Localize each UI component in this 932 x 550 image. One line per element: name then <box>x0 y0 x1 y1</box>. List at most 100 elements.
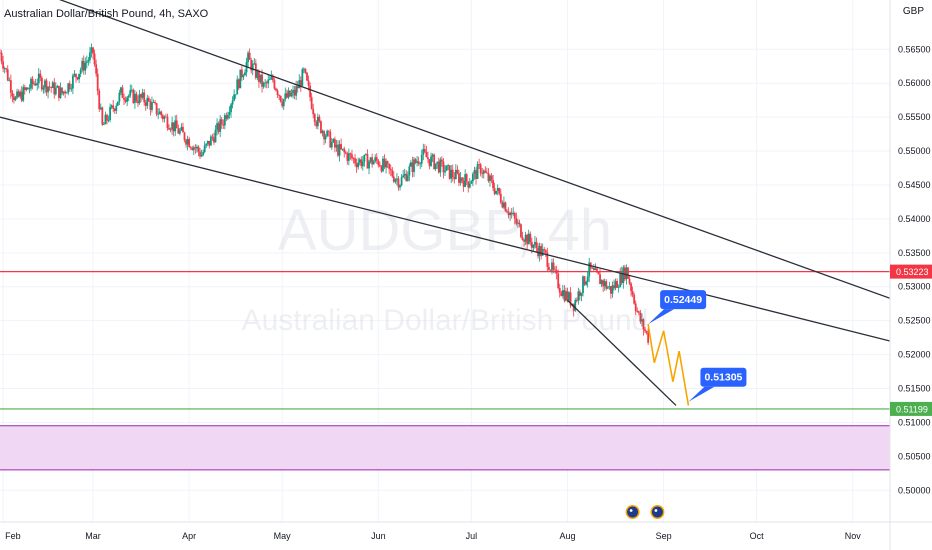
candle-body <box>578 291 581 296</box>
candle-body <box>129 90 132 96</box>
y-tick-label: 0.53000 <box>898 282 931 292</box>
candle-body <box>355 163 358 168</box>
candle-body <box>33 83 36 85</box>
candle-body <box>228 112 231 115</box>
candle-body <box>96 73 99 91</box>
candle-body <box>79 69 82 74</box>
candle-body <box>459 177 462 183</box>
x-tick-label: Aug <box>559 531 575 541</box>
callout-0.51305[interactable]: 0.51305 <box>688 367 747 402</box>
candle-body <box>485 172 488 174</box>
candle-body <box>504 202 507 212</box>
candle-body <box>2 61 5 69</box>
candle-body <box>326 130 329 137</box>
projection-path[interactable] <box>647 323 690 406</box>
candle-body <box>110 105 113 108</box>
candle-body <box>495 190 498 194</box>
time-axis[interactable]: Feb Mar Apr May Jun Jul Aug Sep Oct Nov <box>0 521 932 541</box>
candle-body <box>462 180 465 187</box>
candle-body <box>73 73 76 76</box>
support-zone[interactable] <box>0 425 890 471</box>
candle-body <box>144 102 147 106</box>
zone-fill[interactable] <box>0 425 890 470</box>
candle-body <box>475 170 477 180</box>
candlesticks <box>0 43 650 345</box>
candle-body <box>316 116 319 127</box>
projection-line[interactable] <box>647 323 690 406</box>
candle-body <box>318 116 321 122</box>
candle-body <box>127 95 130 98</box>
callout-label: 0.52449 <box>664 294 702 306</box>
trendline-lower-channel[interactable] <box>0 116 891 342</box>
y-tick-label: 0.51500 <box>898 384 931 394</box>
event-marker[interactable] <box>625 505 640 519</box>
price-axis[interactable]: 0.56500 0.56000 0.55500 0.55000 0.54500 0.540… <box>889 0 932 550</box>
candle-body <box>473 170 476 174</box>
candle-body <box>19 91 22 97</box>
candle-body <box>174 120 177 132</box>
horizontal-levels[interactable] <box>0 271 890 410</box>
candle-body <box>633 294 636 304</box>
candle-body <box>28 88 31 90</box>
candle-body <box>231 100 234 105</box>
candle-body <box>472 173 474 182</box>
trendlines[interactable] <box>0 0 891 406</box>
watermark-name: Australian Dollar/British Pound <box>242 304 649 337</box>
trendline-upper-channel[interactable] <box>0 0 891 299</box>
candle-body <box>470 181 473 184</box>
candle-body <box>206 140 209 144</box>
candle-body <box>599 274 601 285</box>
candle-body <box>490 175 493 180</box>
event-markers[interactable] <box>625 505 665 519</box>
candle-body <box>227 114 229 119</box>
candle-body <box>583 276 586 285</box>
candle-body <box>507 212 510 216</box>
candle-body <box>614 281 617 289</box>
candle-body <box>53 82 56 95</box>
candle-body <box>56 85 59 88</box>
candle-body <box>253 63 256 65</box>
candle-body <box>377 160 380 166</box>
event-marker[interactable] <box>650 505 665 519</box>
candle-body <box>115 105 118 111</box>
trendline-wedge-support[interactable] <box>567 299 677 406</box>
candle-body <box>399 185 401 188</box>
candle-body <box>217 123 220 132</box>
candle-body <box>352 158 355 160</box>
candle-body <box>396 178 398 180</box>
level-price-tag[interactable] <box>890 264 932 279</box>
level-price-tag[interactable] <box>890 401 932 416</box>
price-callouts[interactable]: 0.52449 0.51305 <box>648 290 747 402</box>
y-tick-label: 0.52500 <box>898 316 931 326</box>
candle-body <box>347 153 350 161</box>
x-tick-label: Nov <box>845 531 862 541</box>
currency-label[interactable]: GBP <box>902 6 924 17</box>
candle-body <box>48 86 51 88</box>
x-tick-label: Apr <box>182 531 196 541</box>
candle-body <box>628 278 631 284</box>
candle-body <box>544 250 547 253</box>
candle-body <box>118 92 121 102</box>
candle-body <box>623 267 626 280</box>
candle-body <box>124 99 127 102</box>
x-tick-label: May <box>274 531 292 541</box>
candle-body <box>250 59 253 71</box>
candle-body <box>512 213 515 215</box>
candle-body <box>428 159 431 166</box>
candle-body <box>389 168 392 171</box>
candle-body <box>464 174 467 187</box>
candle-body <box>606 287 609 289</box>
candle-body <box>416 161 418 163</box>
candle-body <box>213 137 215 143</box>
candle-body <box>332 139 335 142</box>
candle-body <box>503 202 505 208</box>
candle-body <box>400 177 403 186</box>
candle-body <box>281 101 284 107</box>
callout-0.52449[interactable]: 0.52449 <box>648 290 707 325</box>
candle-body <box>526 234 529 245</box>
candle-body <box>313 114 316 123</box>
candle-body <box>320 121 322 133</box>
candle-body <box>594 268 597 271</box>
candle-body <box>51 82 54 88</box>
